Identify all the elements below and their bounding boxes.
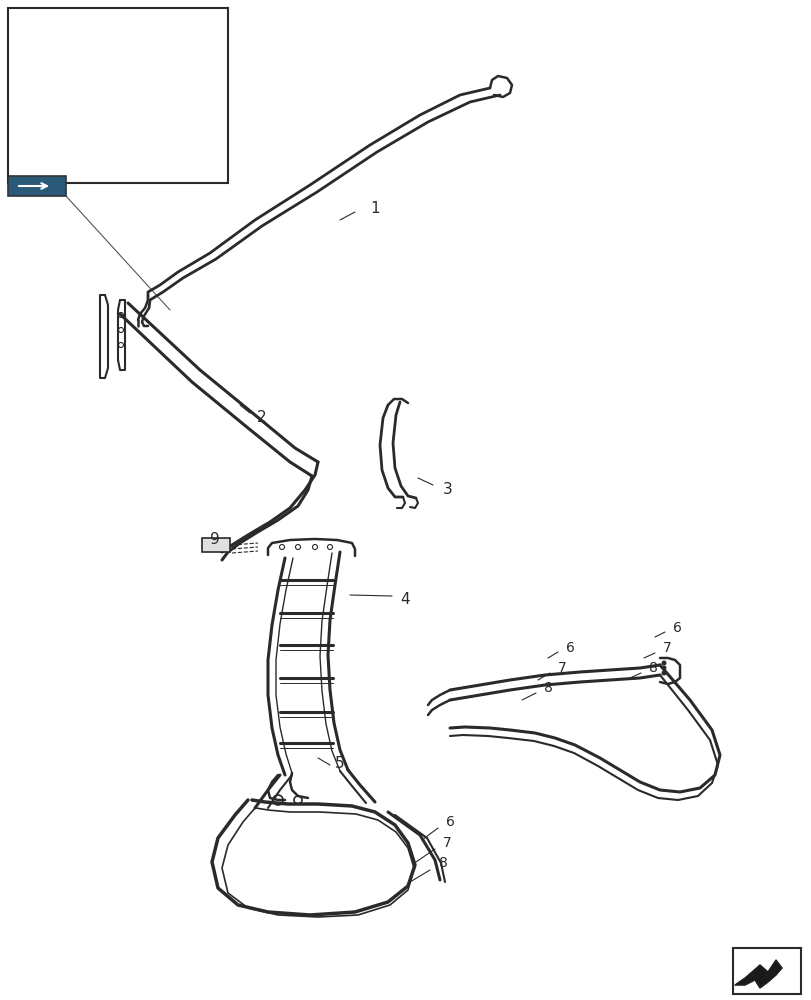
- Text: 2: 2: [257, 410, 267, 426]
- Text: 1: 1: [370, 201, 380, 216]
- Text: 4: 4: [400, 592, 410, 607]
- Bar: [202, 538, 230, 552]
- Circle shape: [662, 661, 665, 665]
- Text: 7: 7: [557, 661, 566, 675]
- Text: 3: 3: [443, 483, 453, 497]
- Text: 6: 6: [672, 621, 680, 635]
- Bar: [732, 948, 800, 994]
- Bar: [8, 176, 66, 196]
- Bar: [8, 8, 228, 183]
- Text: 7: 7: [662, 641, 671, 655]
- Circle shape: [662, 671, 665, 675]
- Polygon shape: [734, 960, 781, 988]
- Text: 6: 6: [565, 641, 573, 655]
- Text: 7: 7: [442, 836, 451, 850]
- Text: 6: 6: [445, 815, 454, 829]
- Text: 8: 8: [543, 681, 551, 695]
- Circle shape: [662, 666, 665, 670]
- Text: 9: 9: [210, 532, 220, 548]
- Text: 5: 5: [335, 756, 345, 770]
- Text: 8: 8: [438, 856, 447, 870]
- Text: 8: 8: [648, 661, 657, 675]
